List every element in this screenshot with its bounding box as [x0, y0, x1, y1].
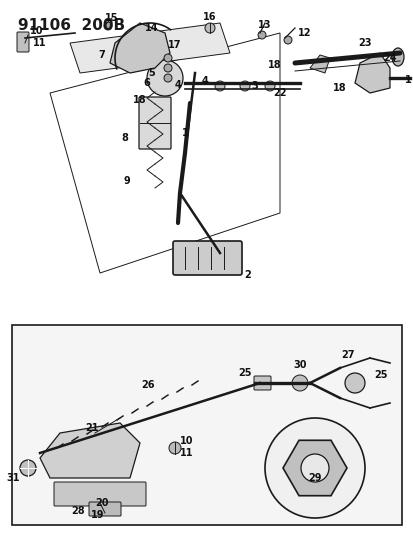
Text: 6: 6	[143, 78, 150, 88]
Text: 23: 23	[357, 38, 371, 48]
Text: 22: 22	[273, 88, 286, 98]
Polygon shape	[40, 423, 140, 478]
Circle shape	[104, 22, 112, 30]
Text: 11: 11	[180, 448, 193, 458]
Text: 4: 4	[201, 76, 208, 86]
Text: 12: 12	[297, 28, 311, 38]
Text: 1: 1	[181, 128, 188, 138]
Text: 31: 31	[7, 473, 20, 483]
Text: 25: 25	[238, 368, 252, 378]
Circle shape	[264, 81, 274, 91]
Circle shape	[164, 64, 171, 72]
Circle shape	[164, 54, 171, 62]
FancyBboxPatch shape	[173, 241, 242, 275]
FancyBboxPatch shape	[254, 376, 271, 390]
Text: 11: 11	[33, 38, 46, 48]
Circle shape	[240, 81, 249, 91]
FancyBboxPatch shape	[17, 32, 29, 52]
Text: 9: 9	[123, 176, 130, 186]
Text: 16: 16	[203, 12, 216, 22]
Text: 29: 29	[308, 473, 321, 483]
Circle shape	[20, 460, 36, 476]
Circle shape	[344, 373, 364, 393]
Text: 10: 10	[30, 26, 43, 36]
Text: 18: 18	[268, 60, 281, 70]
Text: 4: 4	[175, 80, 181, 90]
Text: 26: 26	[141, 380, 154, 390]
FancyBboxPatch shape	[139, 97, 171, 149]
Polygon shape	[110, 23, 170, 73]
Text: 14: 14	[145, 23, 158, 33]
Text: 8: 8	[121, 133, 128, 143]
Polygon shape	[70, 23, 230, 73]
Text: 3: 3	[251, 81, 258, 91]
Text: 13: 13	[258, 20, 271, 30]
Polygon shape	[354, 53, 389, 93]
Text: 24: 24	[382, 53, 396, 63]
Ellipse shape	[391, 48, 403, 66]
Text: 2: 2	[244, 270, 251, 280]
Circle shape	[169, 442, 180, 454]
Text: 17: 17	[168, 40, 181, 50]
Text: 18: 18	[133, 95, 147, 105]
Polygon shape	[282, 440, 346, 496]
Circle shape	[164, 74, 171, 82]
FancyBboxPatch shape	[54, 482, 146, 506]
Circle shape	[264, 418, 364, 518]
Polygon shape	[309, 55, 329, 73]
Circle shape	[291, 375, 307, 391]
Text: 15: 15	[105, 13, 118, 23]
Text: 7: 7	[98, 50, 105, 60]
Circle shape	[257, 31, 266, 39]
Text: 30: 30	[292, 360, 306, 370]
Text: 5: 5	[148, 68, 154, 78]
Text: 25: 25	[374, 370, 387, 380]
Text: 19: 19	[91, 510, 104, 520]
Text: 20: 20	[95, 498, 108, 508]
FancyBboxPatch shape	[89, 502, 121, 516]
Text: 10: 10	[180, 436, 193, 446]
Text: 91106  200B: 91106 200B	[18, 18, 125, 33]
Circle shape	[204, 23, 214, 33]
Text: 1: 1	[404, 75, 411, 85]
FancyBboxPatch shape	[12, 325, 401, 525]
Text: 18: 18	[332, 83, 346, 93]
Text: 21: 21	[85, 423, 98, 433]
Text: 27: 27	[341, 350, 354, 360]
Circle shape	[147, 60, 183, 96]
Circle shape	[283, 36, 291, 44]
Circle shape	[300, 454, 328, 482]
Text: 28: 28	[71, 506, 85, 516]
Circle shape	[214, 81, 224, 91]
